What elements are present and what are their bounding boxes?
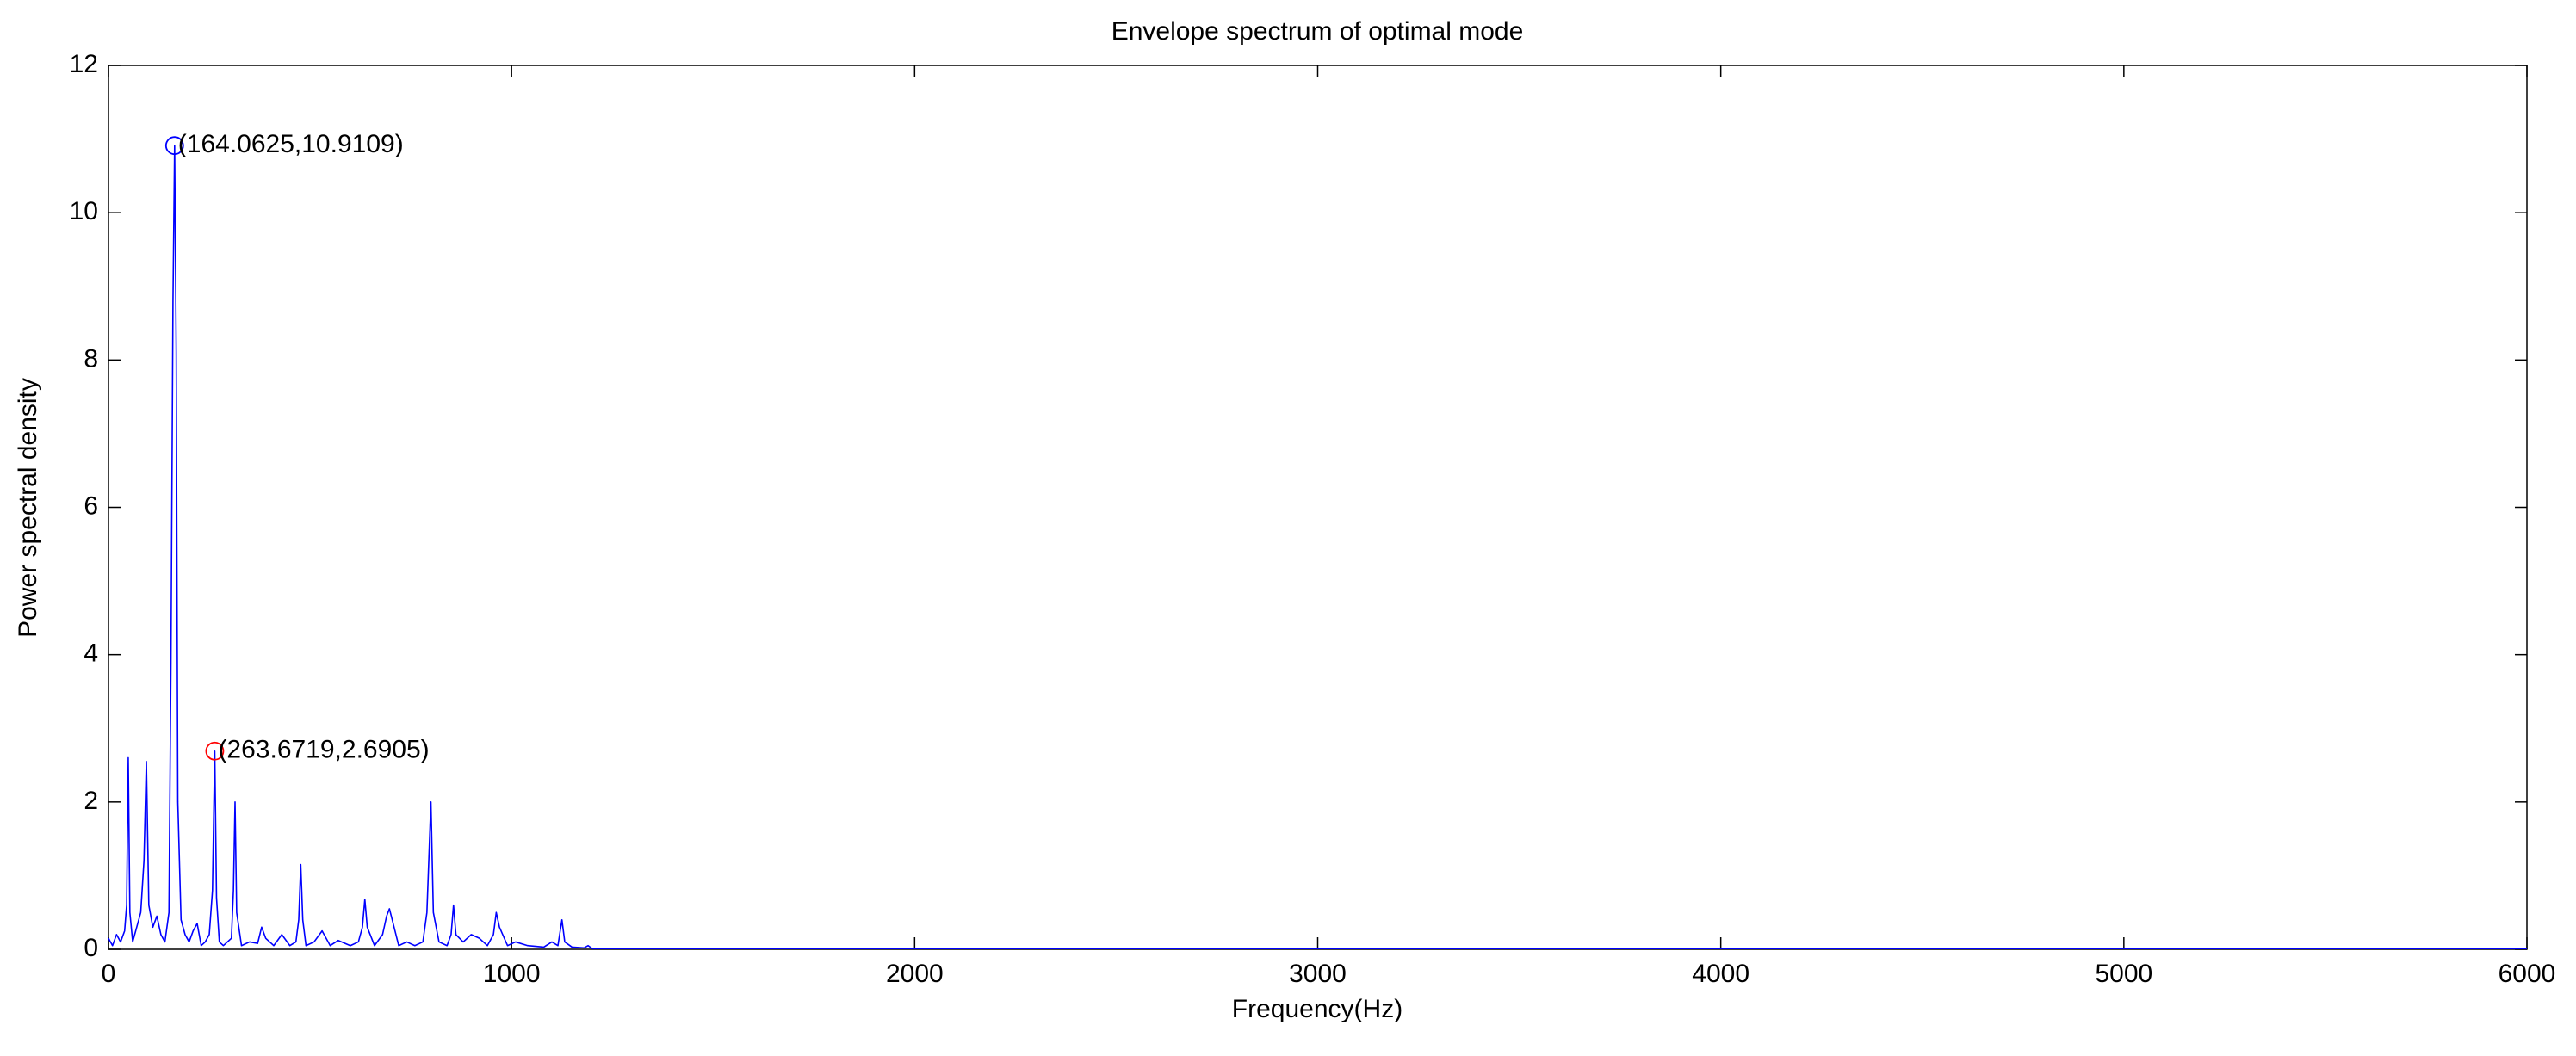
plot-frame: [108, 65, 2528, 950]
peak-marker: [164, 136, 184, 156]
y-tick-label: 8: [84, 344, 98, 373]
y-tick-label: 2: [84, 787, 98, 815]
x-tick-label: 6000: [2499, 960, 2556, 988]
y-axis-label: Power spectral density: [14, 378, 42, 638]
y-tick-label: 12: [70, 50, 98, 78]
spectrum-line: [108, 145, 2527, 949]
y-tick-label: 10: [70, 197, 98, 225]
y-tick-label: 4: [84, 639, 98, 668]
x-tick-label: 5000: [2095, 960, 2152, 988]
x-tick-label: 1000: [483, 960, 541, 988]
x-axis-label: Frequency(Hz): [1232, 995, 1403, 1023]
x-tick-label: 0: [102, 960, 116, 988]
peak-marker: [205, 741, 225, 761]
x-tick-label: 3000: [1289, 960, 1347, 988]
y-tick-label: 6: [84, 491, 98, 520]
x-tick-label: 4000: [1692, 960, 1749, 988]
x-tick-label: 2000: [886, 960, 944, 988]
y-tick-label: 0: [84, 934, 98, 962]
peak-label: (263.6719,2.6905): [218, 736, 429, 764]
peak-label: (164.0625,10.9109): [178, 130, 404, 158]
chart-title: Envelope spectrum of optimal mode: [1112, 17, 1524, 46]
